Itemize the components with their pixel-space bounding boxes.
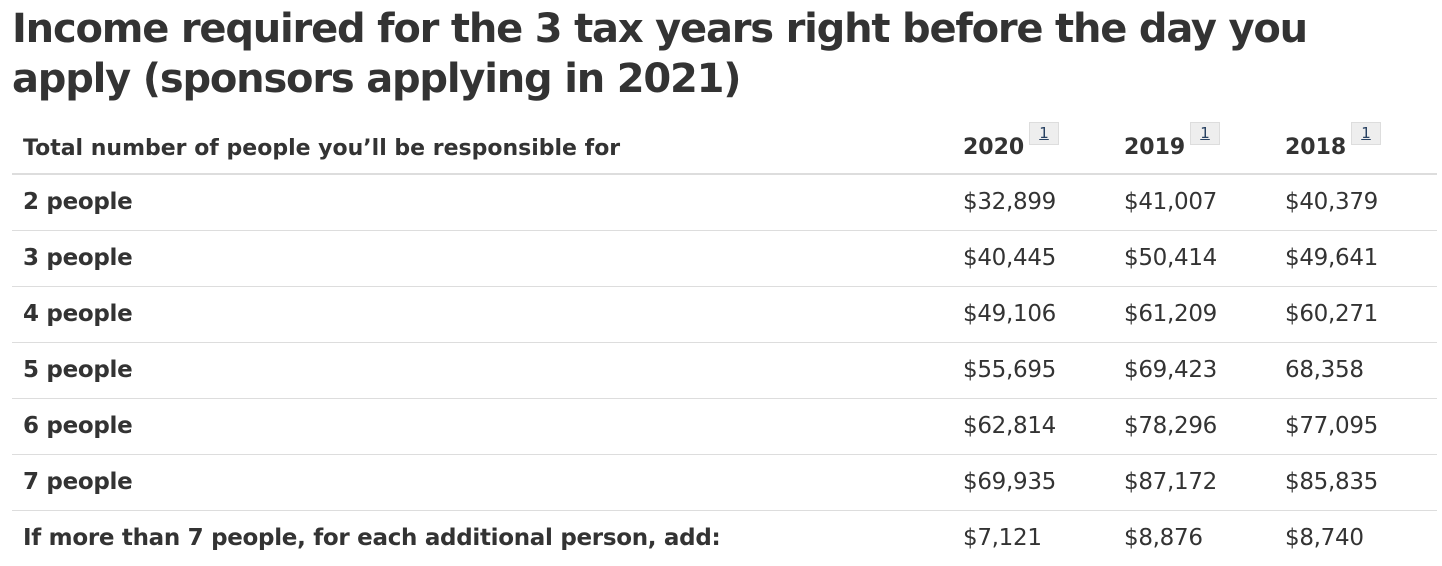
header-year-2020: 20201 bbox=[952, 118, 1113, 175]
income-cell: $77,095 bbox=[1274, 398, 1437, 455]
income-cell: $41,007 bbox=[1113, 174, 1274, 231]
table-row: If more than 7 people, for each addition… bbox=[12, 510, 1437, 566]
page-title: Income required for the 3 tax years righ… bbox=[12, 6, 1308, 102]
table-header: Total number of people you’ll be respons… bbox=[12, 118, 1437, 175]
table-row: 7 people $69,935 $87,172 $85,835 bbox=[12, 454, 1437, 511]
income-cell: $69,935 bbox=[952, 454, 1113, 511]
footnote-link[interactable]: 1 bbox=[1029, 122, 1059, 145]
row-label: 7 people bbox=[12, 454, 952, 511]
income-cell: $7,121 bbox=[963, 525, 1042, 552]
income-cell: $40,379 bbox=[1274, 174, 1437, 231]
income-cell: $78,296 bbox=[1113, 398, 1274, 455]
income-cell: $61,209 bbox=[1113, 286, 1274, 343]
income-cell: $49,641 bbox=[1274, 230, 1437, 287]
income-cell: $8,876 bbox=[1124, 525, 1203, 552]
header-people-label: Total number of people you’ll be respons… bbox=[12, 118, 952, 175]
table-row: 6 people $62,814 $78,296 $77,095 bbox=[12, 398, 1437, 455]
income-cell: $55,695 bbox=[952, 342, 1113, 399]
income-cell: $85,835 bbox=[1274, 454, 1437, 511]
income-cell: $50,414 bbox=[1113, 230, 1274, 287]
year-label: 2018 bbox=[1285, 135, 1347, 160]
income-cell: $60,271 bbox=[1274, 286, 1437, 343]
table-body: 2 people $32,899 $41,007 $40,379 3 peopl… bbox=[12, 174, 1437, 566]
row-label-additional: If more than 7 people, for each addition… bbox=[23, 525, 721, 552]
income-table: Total number of people you’ll be respons… bbox=[12, 118, 1437, 566]
row-label: 2 people bbox=[12, 174, 952, 231]
income-cell: $49,106 bbox=[952, 286, 1113, 343]
income-cell: $87,172 bbox=[1113, 454, 1274, 511]
header-row: Total number of people you’ll be respons… bbox=[12, 118, 1437, 175]
income-cell: $40,445 bbox=[952, 230, 1113, 287]
table-row: 4 people $49,106 $61,209 $60,271 bbox=[12, 286, 1437, 343]
year-label: 2020 bbox=[963, 135, 1025, 160]
income-cell: $8,740 bbox=[1285, 525, 1364, 552]
row-label: 6 people bbox=[12, 398, 952, 455]
income-cell: 68,358 bbox=[1274, 342, 1437, 399]
row-label: 3 people bbox=[12, 230, 952, 287]
footnote-link[interactable]: 1 bbox=[1190, 122, 1220, 145]
table-row: 5 people $55,695 $69,423 68,358 bbox=[12, 342, 1437, 399]
header-year-2019: 20191 bbox=[1113, 118, 1274, 175]
table-row: 2 people $32,899 $41,007 $40,379 bbox=[12, 174, 1437, 231]
row-label: 4 people bbox=[12, 286, 952, 343]
table-row: 3 people $40,445 $50,414 $49,641 bbox=[12, 230, 1437, 287]
income-cell: $62,814 bbox=[952, 398, 1113, 455]
income-cell: $69,423 bbox=[1113, 342, 1274, 399]
header-year-2018: 20181 bbox=[1274, 118, 1437, 175]
row-label: 5 people bbox=[12, 342, 952, 399]
year-label: 2019 bbox=[1124, 135, 1186, 160]
income-cell: $32,899 bbox=[952, 174, 1113, 231]
footnote-link[interactable]: 1 bbox=[1351, 122, 1381, 145]
